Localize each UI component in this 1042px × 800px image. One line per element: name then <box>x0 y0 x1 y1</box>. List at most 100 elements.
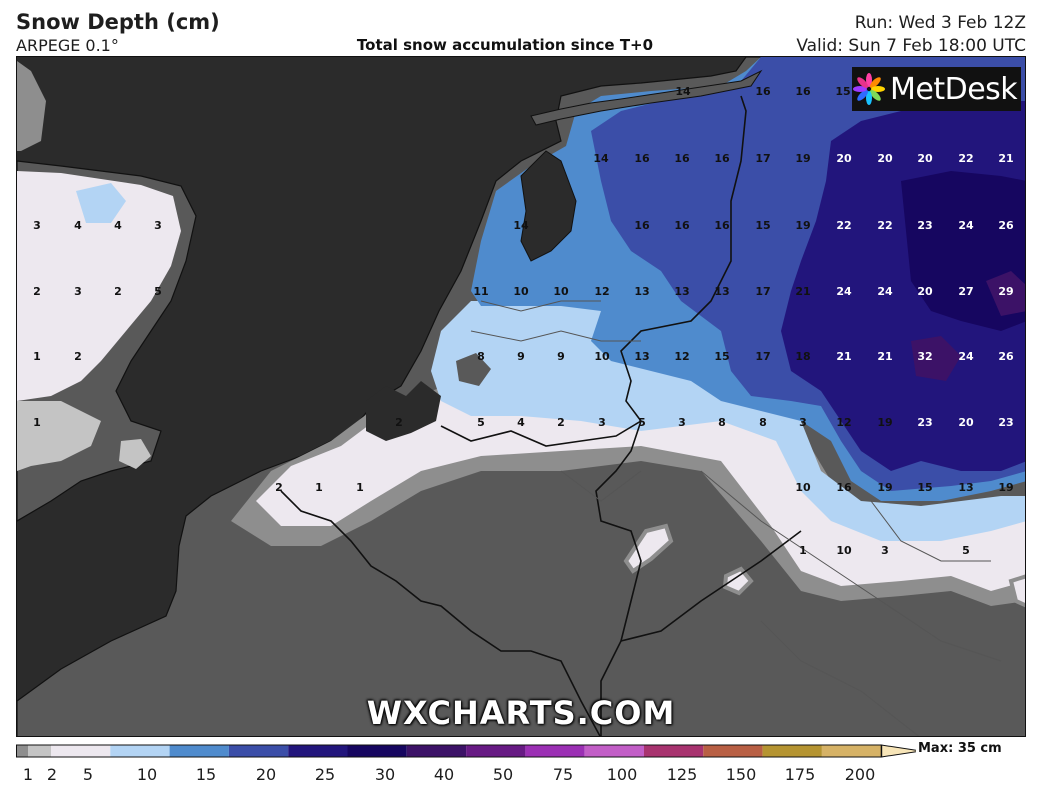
map-value-label: 16 <box>674 219 690 232</box>
scale-tick-label: 5 <box>82 765 94 784</box>
map-value-label: 21 <box>836 350 851 363</box>
map-value-label: 8 <box>759 416 767 429</box>
scale-tick-label: 75 <box>552 765 574 784</box>
scale-tick-label: 50 <box>492 765 514 784</box>
map-value-label: 16 <box>795 85 811 98</box>
scale-swatch <box>110 745 170 757</box>
scale-swatch <box>228 745 289 757</box>
map-value-label: 3 <box>678 416 686 429</box>
map-value-label: 19 <box>795 152 810 165</box>
map-value-label: 17 <box>755 350 770 363</box>
map-value-label: 10 <box>594 350 610 363</box>
snow-band-2-5 <box>256 371 1025 591</box>
scale-swatch <box>584 745 644 757</box>
map-value-label: 13 <box>634 350 649 363</box>
scale-tick-label: 10 <box>136 765 158 784</box>
scale-tick-label: 100 <box>606 765 638 784</box>
scale-tick-label: 40 <box>433 765 455 784</box>
map-value-label: 27 <box>958 285 973 298</box>
map-value-label: 22 <box>836 219 851 232</box>
map-value-label: 26 <box>998 350 1014 363</box>
map-value-label: 3 <box>154 219 162 232</box>
scale-tick-label: 1 <box>22 765 34 784</box>
map-value-label: 21 <box>877 350 892 363</box>
flower-logo-icon <box>853 73 885 105</box>
map-value-label: 16 <box>714 152 730 165</box>
map-value-label: 2 <box>33 285 41 298</box>
scale-swatch <box>347 745 407 757</box>
scale-swatch <box>762 745 822 757</box>
scale-swatch <box>466 745 526 757</box>
map-value-label: 22 <box>877 219 892 232</box>
estuary <box>366 381 441 441</box>
map-value-label: 14 <box>593 152 609 165</box>
map-value-label: 12 <box>594 285 609 298</box>
map-value-label: 11 <box>473 285 488 298</box>
region-borders <box>470 300 1002 736</box>
map-value-label: 15 <box>714 350 729 363</box>
logo-text: MetDesk <box>890 71 1018 107</box>
map-value-label: 20 <box>877 152 893 165</box>
map-value-label: 4 <box>74 219 82 232</box>
scale-tick-label: 15 <box>195 765 217 784</box>
isolated-snow-patch <box>1008 574 1025 608</box>
model-label: ARPEGE 0.1° <box>16 36 119 55</box>
map-value-label: 17 <box>755 285 770 298</box>
map-value-label: 13 <box>714 285 729 298</box>
scale-arrow <box>880 744 916 758</box>
map-value-label: 16 <box>714 219 730 232</box>
map-value-label: 23 <box>917 416 932 429</box>
map-value-label: 21 <box>998 152 1013 165</box>
map-value-label: 5 <box>477 416 485 429</box>
map-value-label: 17 <box>755 152 770 165</box>
map-value-label: 19 <box>877 481 892 494</box>
map-value-label: 16 <box>674 152 690 165</box>
map-value-label: 2 <box>74 350 82 363</box>
wadden-islands <box>530 69 763 126</box>
scale-swatch <box>406 745 467 757</box>
map-value-label: 14 <box>513 219 529 232</box>
map-value-label: 19 <box>877 416 892 429</box>
scale-swatch <box>703 745 763 757</box>
map-value-label: 19 <box>795 219 810 232</box>
map-value-label: 13 <box>674 285 689 298</box>
map-value-label: 14 <box>675 85 691 98</box>
scale-tick-label: 150 <box>725 765 757 784</box>
map-value-label: 16 <box>634 219 650 232</box>
map-value-label: 15 <box>755 219 770 232</box>
map-value-label: 24 <box>836 285 852 298</box>
scale-tick-label: 25 <box>314 765 336 784</box>
inland-water <box>520 150 577 262</box>
map-value-label: 20 <box>917 285 933 298</box>
map-value-label: 5 <box>638 416 646 429</box>
scale-swatch <box>525 745 585 757</box>
scale-swatch <box>51 745 111 757</box>
chart-subtitle: Total snow accumulation since T+0 <box>356 36 654 54</box>
map-value-label: 9 <box>517 350 525 363</box>
valid-time: Valid: Sun 7 Feb 18:00 UTC <box>796 36 1026 56</box>
map-value-label: 10 <box>513 285 529 298</box>
map-value-label: 5 <box>962 544 970 557</box>
scale-swatch <box>169 745 229 757</box>
map-value-label: 21 <box>795 285 810 298</box>
map-value-label: 13 <box>958 481 973 494</box>
map-value-label: 16 <box>836 481 852 494</box>
map-value-label: 24 <box>958 219 974 232</box>
scale-swatch <box>288 745 348 757</box>
snow-band-30-40 <box>911 336 961 381</box>
scale-swatch <box>28 745 51 757</box>
snow-depth-map: 14 16 16 15 14 16 16 16 17 19 20 20 20 22 21 3 4 4 3 14 16 16… <box>16 56 1026 737</box>
map-value-label: 16 <box>755 85 771 98</box>
scale-tick-label: 20 <box>255 765 277 784</box>
map-value-label: 20 <box>917 152 933 165</box>
map-value-label: 9 <box>557 350 565 363</box>
map-value-label: 1 <box>33 416 41 429</box>
map-value-label: 32 <box>917 350 932 363</box>
isolated-snow-patch <box>623 523 674 574</box>
map-value-label: 3 <box>74 285 82 298</box>
country-borders <box>280 95 802 736</box>
map-value-label: 23 <box>998 416 1013 429</box>
run-time: Run: Wed 3 Feb 12Z <box>854 13 1026 33</box>
